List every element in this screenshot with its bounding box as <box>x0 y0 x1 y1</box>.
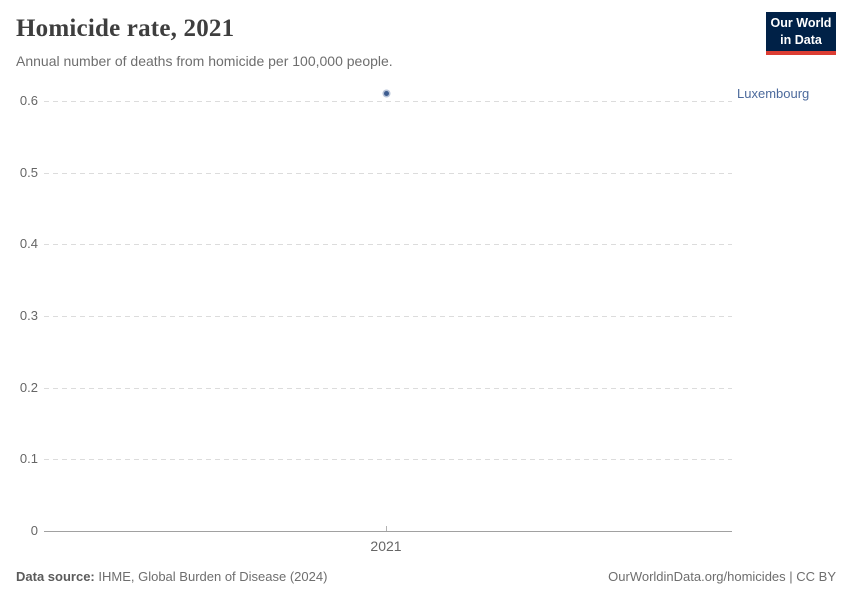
owid-logo-line2: in Data <box>780 32 822 47</box>
y-axis-tick-label: 0.5 <box>19 165 38 180</box>
gridline <box>44 388 732 389</box>
chart-footer: Data source: IHME, Global Burden of Dise… <box>16 569 836 585</box>
x-axis-tick-mark <box>386 526 387 531</box>
page-title: Homicide rate, 2021 <box>16 15 235 42</box>
entity-label[interactable]: Luxembourg <box>737 86 810 101</box>
owid-logo[interactable]: Our World in Data <box>766 12 836 55</box>
data-source-label: Data source: <box>16 569 95 584</box>
y-axis-tick-label: 0.2 <box>19 380 38 395</box>
owid-logo-line1: Our World <box>770 16 832 31</box>
x-axis-line <box>44 531 732 532</box>
y-axis-tick-label: 0.1 <box>19 451 38 466</box>
data-source-note: Data source: IHME, Global Burden of Dise… <box>16 569 327 585</box>
x-axis-tick-label: 2021 <box>370 538 402 554</box>
data-source-value: IHME, Global Burden of Disease (2024) <box>98 569 328 584</box>
footer-link[interactable]: OurWorldinData.org/homicides | CC BY <box>608 569 836 584</box>
data-point[interactable] <box>384 91 389 96</box>
gridline <box>44 101 732 102</box>
gridline <box>44 459 732 460</box>
gridline <box>44 244 732 245</box>
y-axis-tick-label: 0.4 <box>19 236 38 251</box>
y-axis-tick-label: 0 <box>30 523 38 538</box>
y-axis-tick-label: 0.3 <box>19 308 38 323</box>
chart-subtitle: Annual number of deaths from homicide pe… <box>16 53 393 69</box>
gridline <box>44 316 732 317</box>
y-axis-tick-label: 0.6 <box>19 93 38 108</box>
gridline <box>44 173 732 174</box>
